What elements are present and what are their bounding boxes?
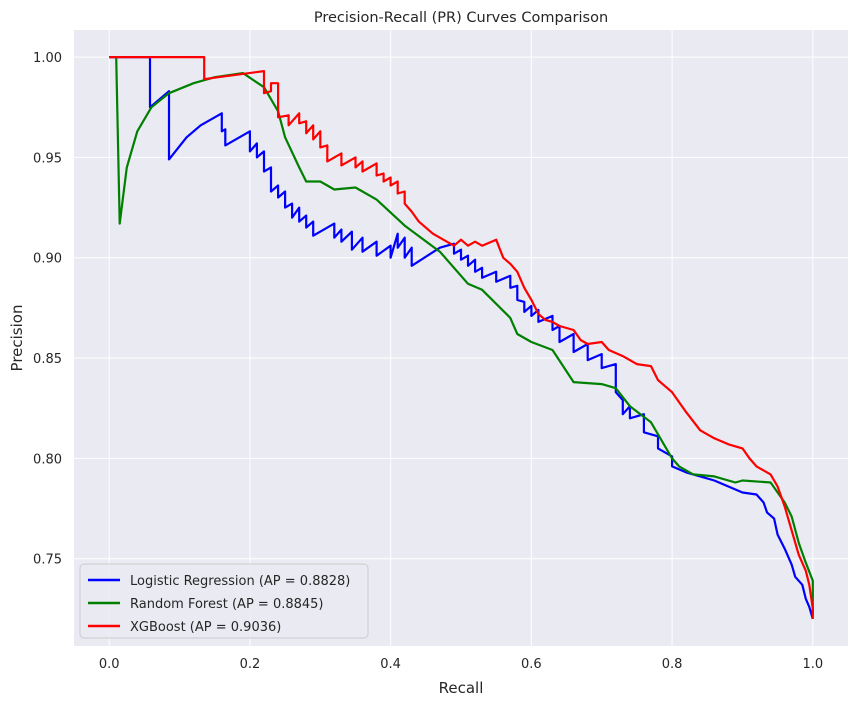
y-tick-label: 0.85: [33, 352, 62, 367]
legend-label-logistic-regression: Logistic Regression (AP = 0.8828): [130, 574, 350, 589]
plot-area: [74, 30, 848, 646]
series-line-xgboost: [109, 56, 814, 619]
y-tick-label: 0.90: [33, 252, 62, 267]
y-axis-label: Precision: [8, 305, 26, 372]
legend-label-random-forest: Random Forest (AP = 0.8845): [130, 597, 324, 612]
legend-label-xgboost: XGBoost (AP = 0.9036): [130, 620, 281, 635]
y-tick-labels: 0.75 0.80 0.85 0.90 0.95 1.00: [33, 51, 62, 568]
x-tick-label: 0.6: [521, 657, 542, 672]
x-axis-label: Recall: [439, 679, 484, 697]
legend: Logistic Regression (AP = 0.8828) Random…: [79, 563, 369, 639]
legend-box: [79, 563, 369, 639]
x-tick-labels: 0.0 0.2 0.4 0.6 0.8 1.0: [99, 657, 823, 672]
x-tick-label: 0.8: [662, 657, 683, 672]
series-line-logistic-regression: [109, 56, 814, 620]
x-tick-label: 0.4: [380, 657, 401, 672]
x-tick-label: 0.2: [240, 657, 261, 672]
y-tick-label: 1.00: [33, 51, 62, 66]
x-tick-label: 0.0: [99, 657, 120, 672]
y-tick-label: 0.80: [33, 452, 62, 467]
y-tick-label: 0.75: [33, 553, 62, 568]
y-tick-label: 0.95: [33, 151, 62, 166]
chart-title: Precision-Recall (PR) Curves Comparison: [314, 10, 608, 26]
x-tick-label: 1.0: [802, 657, 823, 672]
series-lines: [109, 56, 814, 620]
